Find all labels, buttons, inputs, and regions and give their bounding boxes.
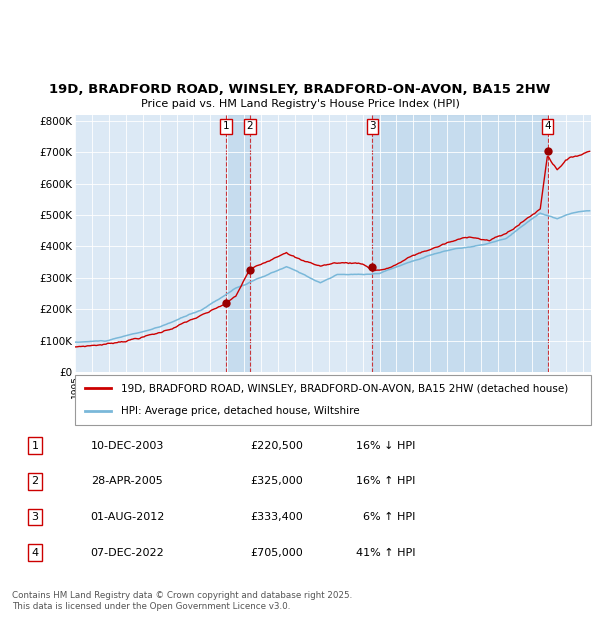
Text: 4: 4: [31, 547, 38, 557]
Text: 3: 3: [32, 512, 38, 522]
Bar: [226, 115, 250, 372]
Text: 2: 2: [246, 122, 253, 131]
Text: 16% ↓ HPI: 16% ↓ HPI: [356, 441, 415, 451]
Text: This data is licensed under the Open Government Licence v3.0.: This data is licensed under the Open Gov…: [12, 602, 290, 611]
Text: 16% ↑ HPI: 16% ↑ HPI: [356, 476, 415, 486]
Text: 3: 3: [369, 122, 376, 131]
Text: 41% ↑ HPI: 41% ↑ HPI: [356, 547, 415, 557]
Text: 1: 1: [223, 122, 230, 131]
Text: 1: 1: [32, 441, 38, 451]
Text: 28-APR-2005: 28-APR-2005: [91, 476, 163, 486]
Text: £705,000: £705,000: [251, 547, 304, 557]
Text: Contains HM Land Registry data © Crown copyright and database right 2025.: Contains HM Land Registry data © Crown c…: [12, 591, 352, 600]
Text: Price paid vs. HM Land Registry's House Price Index (HPI): Price paid vs. HM Land Registry's House …: [140, 99, 460, 108]
Text: £325,000: £325,000: [251, 476, 304, 486]
Text: 01-AUG-2012: 01-AUG-2012: [90, 512, 164, 522]
Text: 19D, BRADFORD ROAD, WINSLEY, BRADFORD-ON-AVON, BA15 2HW (detached house): 19D, BRADFORD ROAD, WINSLEY, BRADFORD-ON…: [121, 384, 569, 394]
Text: 10-DEC-2003: 10-DEC-2003: [91, 441, 164, 451]
Bar: [373, 115, 548, 372]
Text: 07-DEC-2022: 07-DEC-2022: [91, 547, 164, 557]
Text: 6% ↑ HPI: 6% ↑ HPI: [363, 512, 415, 522]
Text: £220,500: £220,500: [251, 441, 304, 451]
Text: 19D, BRADFORD ROAD, WINSLEY, BRADFORD-ON-AVON, BA15 2HW: 19D, BRADFORD ROAD, WINSLEY, BRADFORD-ON…: [49, 84, 551, 96]
Text: HPI: Average price, detached house, Wiltshire: HPI: Average price, detached house, Wilt…: [121, 406, 360, 416]
Text: 4: 4: [544, 122, 551, 131]
Text: £333,400: £333,400: [251, 512, 304, 522]
Text: 2: 2: [31, 476, 38, 486]
